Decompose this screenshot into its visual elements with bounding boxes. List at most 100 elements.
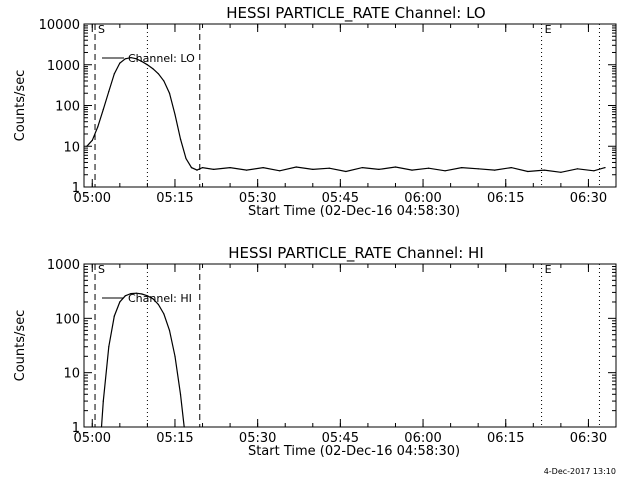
data-point [213,168,215,170]
y-tick-label: 1 [72,421,80,436]
data-point [179,138,182,140]
x-tick-label: 05:30 [239,191,276,206]
time-marker-label: S [98,263,105,276]
data-point [113,315,115,317]
data-point [461,167,463,169]
x-tick-label: 05:00 [74,191,111,206]
data-point [100,426,103,428]
y-tick-label: 100 [55,100,80,115]
time-marker-label: E [545,263,552,276]
chart-title: HESSI PARTICLE_RATE Channel: LO [226,4,485,23]
data-point [130,293,132,295]
data-point [477,168,479,170]
data-point [86,145,88,147]
footer-date-stamp: 4-Dec-2017 13:10 [544,467,616,476]
data-point [97,126,99,128]
y-axis-label: Counts/sec [13,310,28,382]
data-point [312,168,314,170]
time-marker-label: E [545,23,552,36]
data-point [174,355,176,357]
data-point [163,80,165,82]
x-axis-label: Start Time (02-Dec-16 04:58:30) [248,204,460,219]
data-point [152,298,154,300]
data-point [130,57,132,59]
data-point [183,426,185,428]
data-point [135,58,137,60]
data-point [604,167,606,169]
data-point [157,73,159,75]
x-tick-label: 06:15 [487,431,524,446]
data-point [560,171,562,173]
data-point [174,113,176,116]
data-point [361,167,363,169]
x-tick-label: 06:30 [570,431,607,446]
y-tick-label: 10 [63,367,80,382]
x-tick-label: 06:30 [570,191,607,206]
data-point [168,329,171,331]
data-point [108,90,110,93]
x-axis-label: Start Time (02-Dec-16 04:58:30) [248,444,460,459]
data-point [262,167,264,169]
data-point [201,167,204,169]
y-tick-label: 1000 [47,59,80,74]
data-point [378,168,380,170]
data-point [428,167,430,169]
data-point [576,168,579,170]
data-point [527,170,529,173]
data-point [119,62,121,64]
data-point [113,73,115,75]
data-point [494,169,496,171]
legend-label: Channel: HI [128,292,192,305]
y-tick-label: 10000 [39,18,80,33]
data-point [108,346,110,348]
x-tick-label: 05:30 [239,431,276,446]
data-point [146,295,148,297]
data-point [102,108,104,110]
x-tick-label: 06:00 [404,431,441,446]
data-point [146,64,148,66]
data-point [345,170,347,173]
data-point [124,58,126,60]
x-tick-label: 06:00 [404,191,441,206]
x-tick-label: 06:15 [487,191,524,206]
x-tick-label: 05:45 [322,431,359,446]
data-point [444,170,446,172]
x-tick-label: 05:45 [322,191,359,206]
data-point [510,167,512,169]
data-point [185,157,187,160]
data-point [124,295,126,297]
y-tick-label: 100 [55,312,80,327]
data-point [163,313,165,315]
plot-frame [83,263,617,428]
x-tick-label: 05:00 [74,431,111,446]
data-point [190,167,193,169]
data-point [141,293,143,295]
data-point [279,170,281,172]
panel-channel-hi: HESSI PARTICLE_RATE Channel: HI 05:00 05:1… [13,244,617,459]
y-tick-label: 1000 [47,258,80,273]
time-marker-label: S [98,23,105,36]
data-point [593,170,595,172]
data-point [135,292,137,294]
data-point [152,68,154,70]
data-point [295,166,297,168]
y-tick-label: 10 [63,140,80,155]
data-point [543,169,545,171]
y-axis-label: Counts/sec [13,70,28,142]
panel-channel-lo: HESSI PARTICLE_RATE Channel: LO 05:00 05:1… [13,4,617,219]
data-point [102,400,104,402]
data-point [91,139,93,141]
x-tick-label: 05:15 [156,431,193,446]
data-point [328,167,330,169]
data-point [411,169,413,171]
data-point [196,169,198,171]
data-point [157,303,159,306]
data-point [141,60,143,63]
data-point [179,393,182,395]
chart-title: HESSI PARTICLE_RATE Channel: HI [228,244,484,263]
data-point [119,301,121,303]
data-point [246,169,248,171]
x-tick-label: 05:15 [156,191,193,206]
